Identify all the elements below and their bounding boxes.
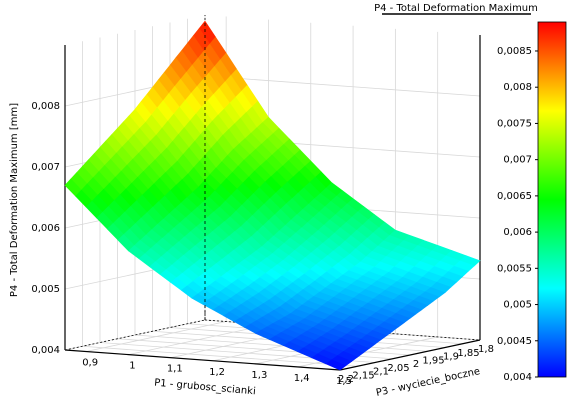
- z-tick-label: 0,006: [31, 223, 60, 234]
- y-tick-label: 1,8: [478, 344, 494, 355]
- y-tick-label: 1,85: [457, 348, 479, 359]
- axis-edge: [64, 349, 341, 371]
- colorbar-tick-label: 0,0065: [497, 191, 532, 202]
- axis-edge: [339, 339, 481, 371]
- z-axis-label: P4 - Total Deformation Maximum [mm]: [9, 103, 20, 297]
- x-tick-label: 1: [129, 361, 135, 372]
- colorbar-tick-label: 0,004: [503, 372, 532, 383]
- y-tick-label: 2: [413, 359, 419, 370]
- colorbar-tick-label: 0,008: [503, 82, 532, 93]
- x-tick-label: 1,2: [209, 367, 225, 378]
- colorbar-tick-label: 0,0045: [497, 336, 532, 347]
- z-tick-label: 0,008: [31, 101, 60, 112]
- x-tick-label: 0,9: [82, 358, 98, 369]
- y-tick-label: 2,2: [338, 374, 354, 385]
- colorbar: [537, 21, 567, 378]
- labels: 0,004 0,005 0,006 0,007 0,008 0,9 1 1,1 1,2 1,3 1,…: [31, 101, 494, 387]
- y-grid-line: [82, 345, 358, 367]
- colorbar-tick-label: 0,0085: [497, 46, 532, 57]
- y-tick-label: 1,95: [422, 355, 444, 366]
- colorbar-tick-label: 0,005: [503, 300, 532, 311]
- surface: [64, 20, 481, 371]
- z-tick-label: 0,004: [31, 345, 60, 356]
- colorbar-tick-label: 0,007: [503, 155, 532, 166]
- y-tick-label: 2,05: [387, 363, 409, 374]
- y-tick-label: 2,15: [352, 370, 374, 381]
- chart-title: P4 - Total Deformation Maximum: [374, 3, 538, 14]
- x-tick-label: 1,4: [294, 373, 310, 384]
- colorbar-tick-label: 0,0075: [497, 118, 532, 129]
- z-tick-label: 0,007: [31, 162, 60, 173]
- y-tick-label: 2,1: [373, 367, 389, 378]
- x-tick-label: 1,1: [167, 364, 183, 375]
- colorbar-tick-label: 0,0055: [497, 263, 532, 274]
- z-tick-label: 0,005: [31, 284, 60, 295]
- colorbar-tick-label: 0,006: [503, 227, 532, 238]
- surface-patch: [325, 359, 347, 371]
- z-grid-line: [204, 75, 481, 97]
- x-tick-label: 1,3: [251, 370, 267, 381]
- y-tick-label: 1,9: [443, 352, 459, 363]
- x-tick-label: 1,5: [336, 376, 352, 387]
- x-axis-label: P1 - grubosc_scianki: [154, 378, 256, 398]
